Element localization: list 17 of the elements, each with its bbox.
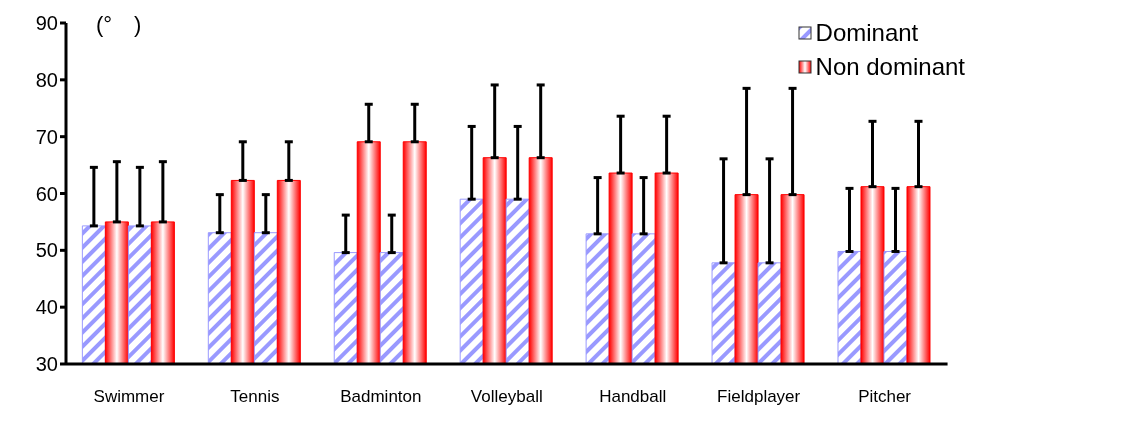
y-axis-title: (° )	[96, 11, 142, 39]
y-tick-label: 50	[35, 239, 58, 262]
legend-label: Dominant	[815, 18, 919, 48]
x-tick-label: Badminton	[340, 387, 422, 407]
x-tick-label: Tennis	[230, 387, 280, 407]
x-tick-label: Volleyball	[470, 387, 543, 407]
x-tick-label: Fieldplayer	[717, 387, 801, 407]
x-tick-label: Handball	[599, 387, 667, 407]
y-tick-label: 30	[35, 353, 58, 376]
y-tick-label: 80	[35, 68, 58, 91]
y-tick-label: 70	[35, 125, 58, 148]
x-tick-label: Pitcher	[858, 387, 912, 407]
y-tick-label: 90	[35, 12, 58, 35]
y-tick-label: 40	[35, 296, 58, 319]
legend-label: Non dominant	[815, 52, 965, 82]
y-tick-label: 60	[35, 182, 58, 205]
x-tick-label: Swimmer	[93, 387, 165, 407]
